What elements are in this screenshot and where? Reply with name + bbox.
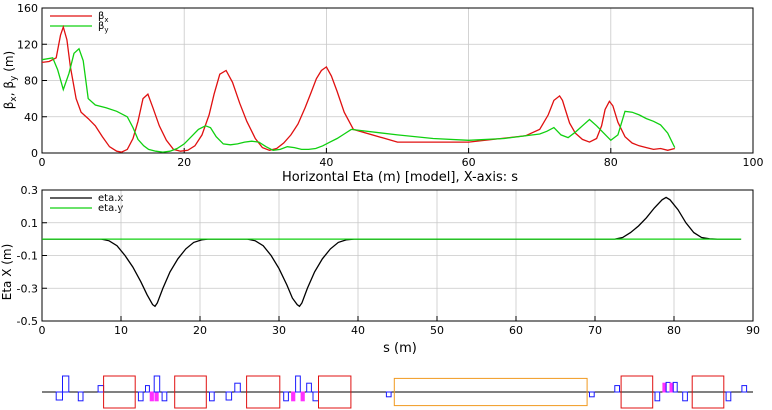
legend-label-main: β — [98, 21, 104, 32]
x-tick-label: 0 — [39, 324, 46, 337]
lattice-quad — [614, 385, 620, 393]
lattice-sext — [300, 391, 305, 402]
x-tick-label: 50 — [430, 324, 444, 337]
beta-ylabel-part: β — [2, 102, 16, 110]
x-tick-label: 0 — [39, 156, 46, 169]
lattice-quad — [153, 375, 161, 393]
lattice-quad — [225, 391, 233, 401]
lattice-quad — [145, 385, 150, 393]
lattice-bend — [246, 375, 281, 409]
legend-label-sub: x — [104, 16, 108, 24]
lattice-quad — [234, 382, 241, 393]
lattice-quad — [672, 381, 678, 393]
lattice-quad — [385, 391, 392, 398]
y-tick-label: 0.3 — [21, 184, 39, 197]
beta-y-axis-label: βx, βy (m) — [2, 51, 19, 110]
y-tick-label: 0 — [31, 147, 38, 160]
lattice-quad — [209, 391, 215, 402]
y-tick-label: 160 — [17, 2, 38, 15]
lattice-sext — [154, 391, 159, 402]
x-tick-label: 70 — [588, 324, 602, 337]
series-line-eta.x — [42, 196, 742, 308]
lattice-bend — [691, 375, 725, 409]
lattice-quad — [295, 375, 301, 393]
y-tick-label: 80 — [24, 75, 38, 88]
beta-ylabel-sub: x — [9, 96, 19, 102]
x-tick-label: 10 — [114, 324, 128, 337]
lattice-quad — [589, 391, 595, 398]
x-tick-label: 100 — [743, 156, 764, 169]
lattice-quad — [654, 391, 661, 402]
lattice-bend — [174, 375, 207, 409]
beta-ylabel-part: (m) — [2, 51, 16, 76]
lattice-quad — [312, 391, 319, 402]
legend-label: βx — [98, 11, 109, 24]
lattice-quad — [77, 391, 84, 402]
x-tick-label: 40 — [351, 324, 365, 337]
lattice-quad — [725, 391, 732, 402]
lattice-bend — [103, 375, 136, 409]
eta-function-plot: Horizontal Eta (m) [model], X-axis: s Et… — [0, 170, 760, 356]
lattice-solenoid — [393, 377, 588, 407]
x-tick-label: 60 — [462, 156, 476, 169]
lattice-sext — [149, 391, 154, 402]
legend-label-main: β — [98, 11, 104, 22]
legend-label: eta.x — [98, 193, 123, 204]
lattice-sext — [291, 391, 296, 402]
eta-x-axis-label: s (m) — [383, 341, 417, 356]
lattice-quad — [161, 391, 168, 402]
beta-ylabel-sub: y — [9, 75, 19, 81]
eta-plot-title: Horizontal Eta (m) [model], X-axis: s — [282, 170, 518, 185]
lattice-quad — [665, 381, 671, 393]
x-tick-label: 90 — [746, 324, 760, 337]
x-tick-label: 60 — [509, 324, 523, 337]
legend-label: βy — [98, 21, 109, 34]
y-tick-label: -0.1 — [17, 250, 38, 263]
x-tick-label: 40 — [319, 156, 333, 169]
series-line-βx — [42, 24, 675, 153]
x-tick-label: 30 — [272, 324, 286, 337]
x-tick-label: 80 — [604, 156, 618, 169]
y-tick-label: 0.1 — [21, 217, 39, 230]
y-tick-label: -0.5 — [17, 315, 38, 328]
lattice-quad — [306, 382, 312, 393]
series-line-βy — [42, 47, 676, 153]
legend-label-sub: y — [104, 26, 108, 34]
lattice-quad — [55, 391, 64, 401]
lattice-quad — [137, 391, 144, 402]
y-tick-label: -0.3 — [17, 282, 38, 295]
beta-ylabel-part: , β — [2, 81, 16, 96]
lattice-quad — [97, 385, 105, 393]
y-tick-label: 120 — [17, 38, 38, 51]
x-tick-label: 20 — [193, 324, 207, 337]
x-tick-label: 20 — [177, 156, 191, 169]
lattice-quad — [682, 391, 688, 402]
lattice-layout — [42, 375, 753, 409]
x-tick-label: 80 — [667, 324, 681, 337]
y-tick-label: 40 — [24, 111, 38, 124]
lattice-quad — [62, 375, 70, 393]
lattice-quad — [741, 385, 748, 393]
lattice-bend — [620, 375, 654, 409]
lattice-quad — [283, 391, 289, 402]
legend-label: eta.y — [98, 203, 123, 214]
eta-y-axis-label: Eta X (m) — [0, 244, 14, 301]
lattice-bend — [318, 375, 352, 409]
